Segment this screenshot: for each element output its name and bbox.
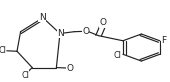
Text: Cl: Cl xyxy=(114,51,122,60)
Text: O: O xyxy=(82,27,89,36)
Text: F: F xyxy=(161,36,166,45)
Text: Cl: Cl xyxy=(0,46,6,55)
Text: O: O xyxy=(67,64,74,72)
Text: N: N xyxy=(57,29,64,38)
Text: Cl: Cl xyxy=(21,71,29,80)
Text: O: O xyxy=(100,18,107,27)
Text: N: N xyxy=(39,13,46,22)
